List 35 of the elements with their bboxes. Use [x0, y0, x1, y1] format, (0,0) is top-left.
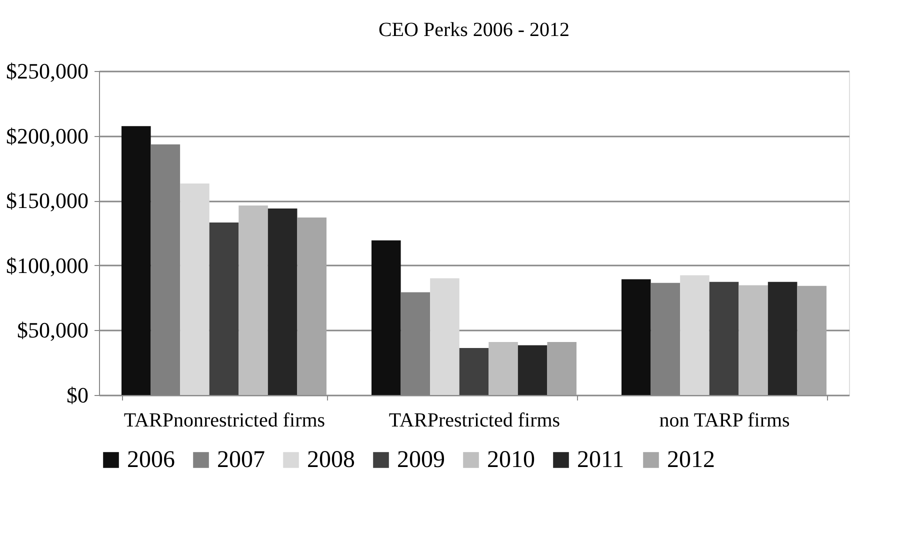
bar: [209, 222, 239, 395]
legend-label: 2008: [307, 447, 355, 473]
x-tick-label: TARPrestricted firms: [388, 410, 560, 432]
bar: [297, 217, 326, 395]
x-tick-label: TARPnonrestricted firms: [124, 410, 326, 432]
bar: [797, 286, 826, 395]
bar: [622, 279, 651, 395]
bar: [680, 275, 710, 395]
y-tick-label: $100,000: [6, 252, 88, 278]
bar: [430, 278, 460, 395]
bar: [518, 345, 548, 395]
y-tick-label: $0: [66, 382, 88, 408]
y-tick-label: $200,000: [6, 123, 88, 148]
x-tick-label: non TARP firms: [659, 410, 790, 432]
y-tick-label: $150,000: [6, 188, 88, 214]
bar: [268, 208, 298, 395]
bar: [709, 282, 739, 395]
bar: [488, 342, 518, 395]
bar: [459, 348, 489, 395]
bar: [547, 342, 576, 395]
y-tick-label: $250,000: [6, 58, 88, 84]
bar: [238, 206, 268, 395]
bar: [768, 282, 798, 395]
legend-label: 2012: [667, 447, 715, 473]
bar: [180, 183, 210, 395]
legend-label: 2006: [127, 447, 175, 473]
legend-label: 2009: [397, 447, 445, 473]
bar: [372, 240, 401, 395]
legend-label: 2011: [577, 447, 624, 473]
y-tick-label: $50,000: [17, 318, 88, 343]
chart-title: CEO Perks 2006 - 2012: [378, 19, 570, 41]
legend-label: 2010: [487, 447, 535, 473]
bar: [122, 126, 151, 395]
legend-label: 2007: [217, 447, 265, 473]
bar: [738, 285, 768, 395]
